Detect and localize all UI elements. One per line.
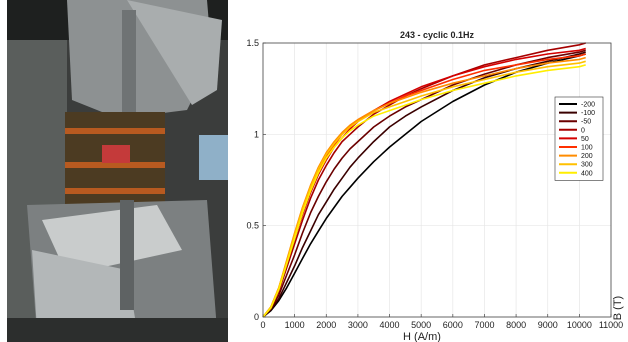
legend-label: -200 [581,102,595,109]
legend-label: 300 [581,162,593,169]
x-tick-label: 3000 [348,320,368,330]
test-rig-photo [7,0,228,342]
series-line-300 [262,60,586,318]
legend-label: 400 [581,170,593,177]
series-line--50 [262,49,586,318]
y-axis-label: B (T) [612,296,624,320]
x-tick-label: 0 [260,320,265,330]
x-axis-ticks: 0 1000 2000 3000 4000 5000 6000 7000 8000 9000 100… [260,314,623,330]
x-tick-label: 11000 [599,320,623,330]
x-tick-label: 6000 [443,320,463,330]
x-axis-label: H (A/m) [403,331,441,342]
x-tick-label: 10000 [567,320,592,330]
y-axis-ticks: 0 0.5 1 1.5 [246,38,266,322]
x-tick-label: 8000 [506,320,526,330]
legend-label: -50 [581,119,591,126]
x-tick-label: 7000 [474,320,494,330]
series-line-400 [262,64,586,318]
series-line--100 [262,51,586,318]
plot-area-frame [262,42,612,318]
legend-label: 200 [581,153,593,160]
x-tick-label: 5000 [411,320,431,330]
series-line-0 [262,42,586,318]
x-tick-label: 4000 [380,320,400,330]
chart-title: 243 - cyclic 0.1Hz [400,30,475,40]
y-tick-label: 0 [254,312,259,322]
legend-label: -100 [581,110,595,117]
y-tick-label: 1.5 [246,38,259,48]
x-tick-label: 1000 [285,320,305,330]
x-tick-label: 2000 [316,320,336,330]
y-tick-label: 0.5 [246,221,259,231]
bh-curve-chart: 0 1000 2000 3000 4000 5000 6000 7000 8000 9000 100… [228,0,628,342]
legend-label: 0 [581,127,585,134]
series-lines [262,42,586,318]
legend-label: 50 [581,136,589,143]
x-tick-label: 9000 [538,320,558,330]
legend-label: 100 [581,145,593,152]
y-tick-label: 1 [254,129,259,139]
